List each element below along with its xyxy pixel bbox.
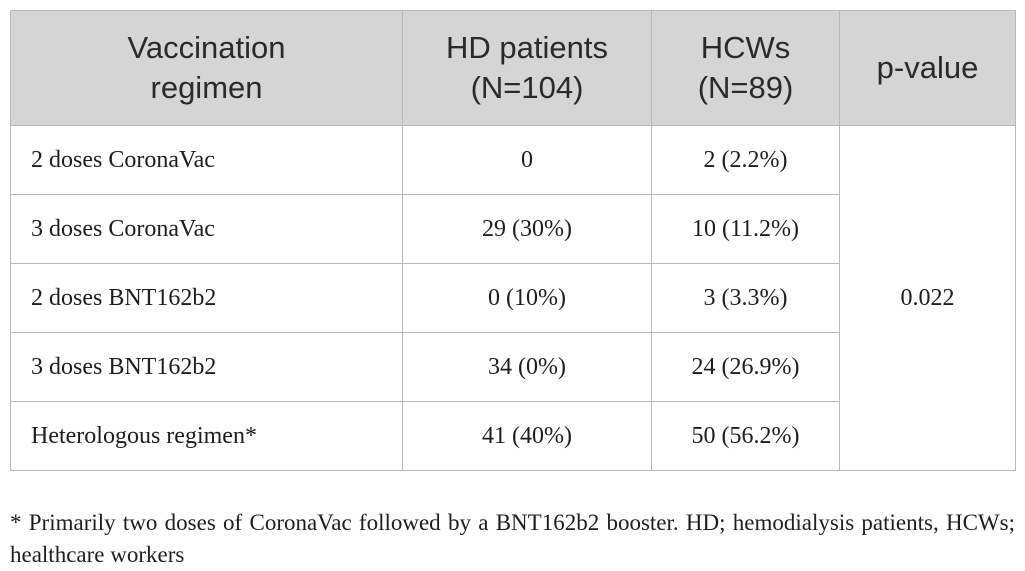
cell-hd: 41 (40%) [402,401,652,471]
cell-hcw: 3 (3.3%) [651,263,840,333]
vaccination-table: Vaccination regimen HD patients (N=104) … [10,10,1016,471]
table-row: 2 doses CoronaVac 0 2 (2.2%) 0.022 [10,125,1016,471]
cell-regimen: 3 doses CoronaVac [10,194,403,264]
header-hd-line-1: HD patients [446,30,608,65]
header-hcw-line-1: HCWs [700,30,791,65]
vaccination-table-container: Vaccination regimen HD patients (N=104) … [10,10,1016,471]
table-header: Vaccination regimen HD patients (N=104) … [10,10,1016,126]
header-regimen-line-1: Vaccination [127,30,286,65]
cell-hcw: 2 (2.2%) [651,125,840,195]
cell-p-value: 0.022 [839,125,1016,471]
cell-hd: 0 (10%) [402,263,652,333]
header-p-value: p-value [839,10,1016,126]
header-hd-line-2: (N=104) [470,70,584,105]
header-hd-patients: HD patients (N=104) [402,10,652,126]
header-regimen-line-2: regimen [150,70,263,105]
cell-hd: 29 (30%) [402,194,652,264]
cell-hcw: 24 (26.9%) [651,332,840,402]
table-body: 2 doses CoronaVac 0 2 (2.2%) 0.022 3 dos… [10,125,1016,471]
cell-regimen: Heterologous regimen* [10,401,403,471]
cell-regimen: 3 doses BNT162b2 [10,332,403,402]
header-hcws: HCWs (N=89) [651,10,840,126]
cell-hcw: 10 (11.2%) [651,194,840,264]
table-row: 3 doses CoronaVac 29 (30%) 10 (11.2%) [10,194,1016,264]
table-row: Heterologous regimen* 41 (40%) 50 (56.2%… [10,401,1016,471]
cell-regimen: 2 doses BNT162b2 [10,263,403,333]
cell-hd: 0 [402,125,652,195]
header-row: Vaccination regimen HD patients (N=104) … [10,10,1016,126]
cell-hcw: 50 (56.2%) [651,401,840,471]
header-vaccination-regimen: Vaccination regimen [10,10,403,126]
table-footnote: * Primarily two doses of CoronaVac follo… [10,510,1015,567]
header-hcw-line-2: (N=89) [697,70,794,105]
cell-regimen: 2 doses CoronaVac [10,125,403,195]
cell-hd: 34 (0%) [402,332,652,402]
